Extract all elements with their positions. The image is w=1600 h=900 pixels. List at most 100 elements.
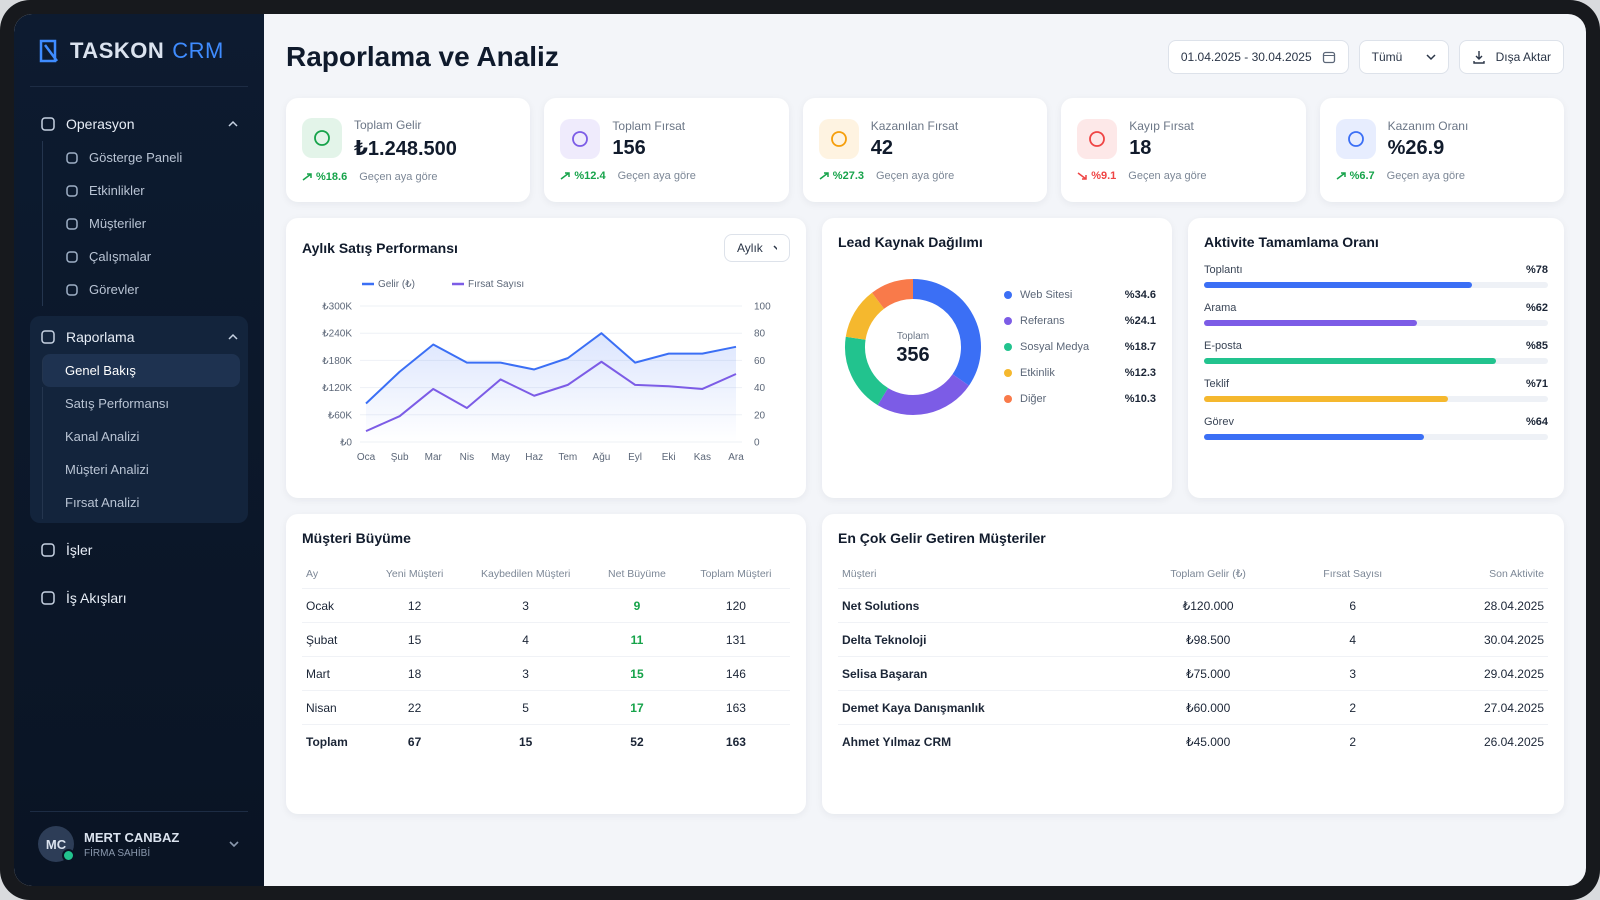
icon (66, 283, 78, 296)
menu-item[interactable]: Operasyon (30, 107, 248, 141)
kpi-note: Geçen aya göre (1128, 169, 1207, 182)
kpi-card: Kazanım Oranı %26.9 %6.7 Geçen aya göre (1319, 98, 1564, 202)
bar (1204, 282, 1473, 288)
x-tick-label: Ağu (593, 452, 611, 463)
x-tick-label: Eki (662, 452, 676, 463)
table-row[interactable]: Ocak 12 3 9 120 (302, 588, 790, 623)
activity-value: %78 (1525, 264, 1548, 276)
table-cell: 3 (1288, 656, 1418, 691)
x-tick-label: Mar (425, 452, 443, 463)
kpi-note: Geçen aya göre (617, 169, 696, 182)
period-select[interactable]: Aylık (724, 234, 790, 262)
date-range: 01.04.2025 - 30.04.2025 (1180, 50, 1312, 64)
table-row[interactable]: Selisa Başaran ₺75.000 3 29.04.2025 (838, 656, 1548, 691)
trend-arrow (560, 171, 571, 180)
kpi-footer: %27.3 Geçen aya göre (819, 170, 1031, 182)
submenu-item[interactable]: Fırsat Analizi (42, 486, 248, 519)
legend-row: Web Sitesi %34.6 (1004, 282, 1156, 308)
table-cell: Ocak (302, 588, 370, 623)
kpi-change: %18.6 (316, 170, 348, 183)
icon-shape (66, 184, 78, 197)
activity-value: %64 (1525, 416, 1548, 428)
track (1204, 358, 1548, 364)
activity-row: Arama %62 (1204, 302, 1548, 326)
filter-select[interactable]: Tümü (1358, 40, 1449, 74)
table-row[interactable]: Ahmet Yılmaz CRM ₺45.000 2 26.04.2025 (838, 724, 1548, 758)
menu-item[interactable]: İş Akışları (30, 581, 248, 615)
table-cell: ₺60.000 (1127, 690, 1289, 725)
growth-table: Ay Yeni Müşteri Kaybedilen Müşteri Net Büyü… (302, 560, 790, 758)
card-title: En Çok Gelir Getiren Müşteriler (838, 530, 1046, 546)
submenu-label: Gösterge Paneli (89, 150, 183, 165)
donut-slice (912, 279, 981, 386)
submenu-item[interactable]: Görevler (42, 273, 248, 306)
submenu-label: Kanal Analizi (65, 429, 140, 444)
column-header: Kaybedilen Müşteri (480, 568, 571, 580)
legend-row: Etkinlik %12.3 (1004, 360, 1156, 386)
activity-header: Arama %62 (1204, 302, 1548, 314)
donut-chart: Toplam 356 (845, 279, 981, 415)
table-row[interactable]: Toplam 67 15 52 163 (302, 724, 790, 758)
chevron-shape (228, 120, 238, 127)
y-tick-label: ₺120K (322, 383, 352, 394)
sidebar: TASKON CRM Operasyon Gösterge Paneli Etkin… (14, 14, 264, 886)
kpi-note: Geçen aya göre (359, 170, 438, 183)
submenu-label: Çalışmalar (89, 249, 152, 264)
column-header: Yeni Müşteri (385, 568, 444, 580)
activity-row: Teklif %71 (1204, 378, 1548, 402)
table-cell: 163 (681, 690, 790, 725)
table-cell: Selisa Başaran (838, 656, 1128, 691)
brand: TASKON CRM (30, 38, 248, 87)
table-cell: 12 (369, 588, 460, 623)
column-header: Fırsat Sayısı (1323, 568, 1383, 580)
submenu-item[interactable]: Etkinlikler (42, 174, 248, 207)
kpi-icon (1335, 118, 1376, 159)
kpi-value: 18 (1129, 136, 1152, 159)
kpi-icon (818, 118, 859, 159)
table-cell: Ahmet Yılmaz CRM (838, 724, 1128, 758)
menu-item[interactable]: İşler (30, 533, 248, 567)
legend-label: Referans (1020, 315, 1065, 327)
legend-dot (1004, 291, 1012, 299)
activity-row: Toplantı %78 (1204, 264, 1548, 288)
column-header: Net Büyüme (608, 568, 666, 580)
activity-row: E-posta %85 (1204, 340, 1548, 364)
legend-dot (1004, 317, 1012, 325)
export-label: Dışa Aktar (1495, 50, 1551, 64)
line-card: Aylık Satış Performansı Aylık Gelir (₺) F… (286, 218, 806, 498)
center-label: Toplam (897, 331, 929, 342)
submenu-item[interactable]: Satış Performansı (42, 387, 248, 420)
submenu-item[interactable]: Kanal Analizi (42, 420, 248, 453)
legend-row: Diğer %10.3 (1004, 386, 1156, 412)
table-cell: ₺98.500 (1127, 622, 1289, 657)
table-row[interactable]: Nisan 22 5 17 163 (302, 690, 790, 725)
brand-accent: CRM (172, 38, 224, 63)
legend-value: %24.1 (1124, 315, 1156, 327)
user-profile[interactable]: MC MERT CANBAZ FİRMA SAHİBİ (30, 811, 248, 862)
icon (66, 151, 78, 164)
table-row[interactable]: Demet Kaya Danışmanlık ₺60.000 2 27.04.2025 (838, 690, 1548, 725)
kpi-footer: %12.4 Geçen aya göre (560, 170, 772, 182)
export-button[interactable]: Dışa Aktar (1458, 40, 1564, 74)
menu-item[interactable]: Raporlama (30, 320, 248, 354)
table-row[interactable]: Mart 18 3 15 146 (302, 656, 790, 691)
submenu-item[interactable]: Gösterge Paneli (42, 141, 248, 174)
submenu-item[interactable]: Müşteri Analizi (42, 453, 248, 486)
icon (66, 250, 78, 263)
table-row[interactable]: Şubat 15 4 11 131 (302, 622, 790, 657)
submenu-item[interactable]: Çalışmalar (42, 240, 248, 273)
card-title: Lead Kaynak Dağılımı (838, 234, 983, 250)
table-row[interactable]: Delta Teknoloji ₺98.500 4 30.04.2025 (838, 622, 1548, 657)
menu-label: İş Akışları (66, 590, 127, 606)
x-tick-label: Ara (728, 452, 744, 463)
icon (41, 543, 55, 557)
table-cell: 27.04.2025 (1417, 690, 1548, 725)
submenu-item[interactable]: Genel Bakış (42, 354, 240, 387)
activity-label: Toplantı (1204, 264, 1243, 276)
table-row[interactable]: Net Solutions ₺120.000 6 28.04.2025 (838, 588, 1548, 623)
submenu-item[interactable]: Müşteriler (42, 207, 248, 240)
trend-arrow (1336, 171, 1346, 180)
date-picker[interactable]: 01.04.2025 - 30.04.2025 (1167, 40, 1349, 74)
column-header: Ay (306, 568, 319, 580)
activity-value: %62 (1525, 302, 1548, 314)
